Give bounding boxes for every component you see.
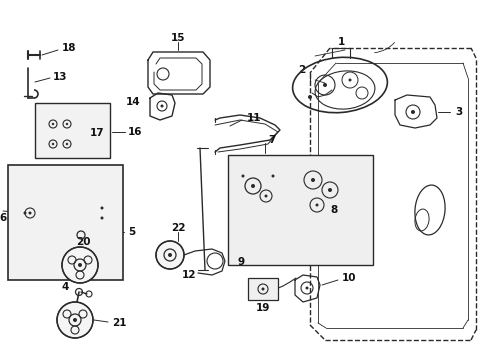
Bar (35, 103, 110, 158)
Circle shape (264, 194, 267, 198)
Text: 11: 11 (246, 113, 261, 123)
Circle shape (28, 211, 31, 215)
Text: 12: 12 (181, 270, 196, 280)
Circle shape (410, 110, 414, 114)
Circle shape (310, 178, 314, 182)
Text: 19: 19 (255, 303, 270, 313)
Text: 9: 9 (237, 257, 244, 267)
Bar (227, 155, 372, 265)
Text: 3: 3 (454, 107, 461, 117)
Text: 20: 20 (76, 237, 90, 247)
Text: 14: 14 (125, 97, 140, 107)
Circle shape (315, 203, 318, 207)
Circle shape (160, 104, 163, 108)
Circle shape (66, 143, 68, 145)
Text: 7: 7 (267, 135, 275, 145)
Text: 22: 22 (170, 223, 185, 233)
Text: 16: 16 (128, 127, 142, 137)
Circle shape (78, 263, 82, 267)
Circle shape (271, 175, 274, 177)
Text: 13: 13 (53, 72, 67, 82)
Circle shape (101, 207, 103, 210)
Circle shape (156, 241, 183, 269)
Bar (247, 278, 278, 300)
Text: 18: 18 (62, 43, 76, 53)
Circle shape (250, 184, 254, 188)
Circle shape (241, 175, 244, 177)
Text: 5: 5 (128, 227, 135, 237)
Circle shape (261, 288, 264, 291)
Text: 10: 10 (341, 273, 356, 283)
Circle shape (52, 143, 54, 145)
Text: 8: 8 (329, 205, 337, 215)
Circle shape (327, 188, 331, 192)
Circle shape (307, 95, 311, 99)
Text: 1: 1 (337, 37, 344, 47)
Circle shape (101, 216, 103, 220)
Circle shape (73, 318, 77, 322)
Text: 15: 15 (170, 33, 185, 43)
Text: 6: 6 (0, 213, 7, 223)
Circle shape (62, 247, 98, 283)
Text: 17: 17 (90, 128, 104, 138)
Circle shape (168, 253, 172, 257)
Circle shape (66, 123, 68, 125)
Circle shape (323, 83, 326, 87)
Circle shape (348, 78, 351, 81)
Circle shape (305, 287, 308, 289)
Text: 2: 2 (297, 65, 305, 75)
Circle shape (23, 211, 26, 215)
Text: 21: 21 (112, 318, 126, 328)
Bar (8, 165, 123, 280)
Circle shape (57, 302, 93, 338)
Text: 4: 4 (61, 282, 68, 292)
Circle shape (52, 123, 54, 125)
